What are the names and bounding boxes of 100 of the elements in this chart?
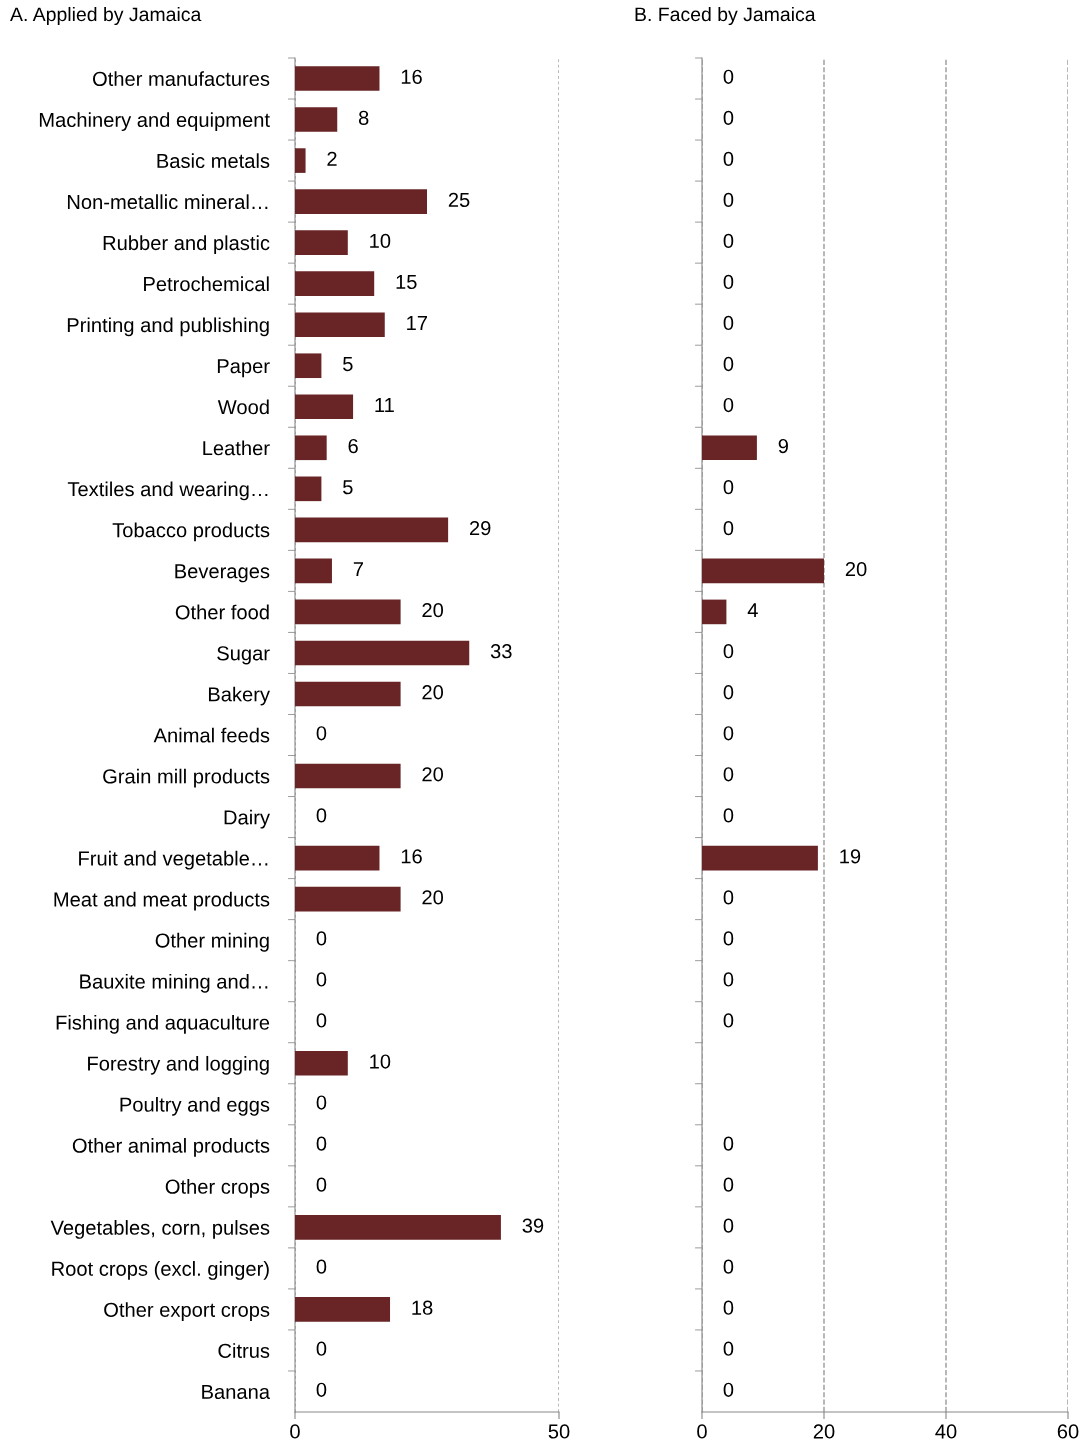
y-tick-label: Rubber and plastic <box>103 235 270 255</box>
bar <box>295 394 354 420</box>
data-label: 16 <box>401 849 422 864</box>
y-tick-label: Fruit and vegetable… <box>79 850 268 870</box>
bar <box>295 476 322 502</box>
y-tick-label: Bakery <box>208 686 270 706</box>
bar <box>295 66 380 91</box>
y-tick-label: Forestry and logging <box>88 1055 269 1075</box>
y-tick-label: Petrochemical <box>144 276 269 292</box>
data-label: 0 <box>723 890 734 905</box>
data-label: 5 <box>343 357 353 372</box>
data-label: 0 <box>723 520 734 536</box>
bar <box>295 681 401 707</box>
data-label: 0 <box>723 726 734 741</box>
x-tick-label: 50 <box>548 1424 570 1439</box>
y-tick-label: Other crops <box>165 1179 270 1198</box>
y-tick-label: Fishing and aquaculture <box>56 1014 270 1034</box>
data-label: 0 <box>316 931 327 946</box>
x-tick-label: 0 <box>697 1424 707 1439</box>
data-label: 0 <box>723 931 734 946</box>
data-label: 20 <box>422 767 444 782</box>
y-tick-label: Leather <box>203 440 270 456</box>
data-label: 0 <box>723 233 734 249</box>
data-label: 0 <box>316 1341 327 1356</box>
data-label: 0 <box>316 808 327 823</box>
bar <box>295 435 327 461</box>
data-label: 0 <box>316 1013 327 1028</box>
data-label: 0 <box>316 1136 327 1151</box>
data-label: 0 <box>723 1300 734 1315</box>
data-label: 4 <box>747 603 758 618</box>
bar <box>295 312 385 338</box>
data-label: 0 <box>723 1218 734 1233</box>
bar <box>295 558 332 584</box>
data-label: 0 <box>316 1259 327 1274</box>
y-tick-label: Basic metals <box>157 153 270 169</box>
data-label: 0 <box>316 972 327 987</box>
bar <box>295 517 449 543</box>
data-label: 0 <box>723 69 734 84</box>
y-tick-label: Other mining <box>155 932 269 952</box>
x-tick-label: 60 <box>1057 1424 1079 1439</box>
bar <box>295 148 306 173</box>
y-tick-label: Sugar <box>217 646 270 665</box>
data-label: 20 <box>422 890 444 905</box>
data-label: 0 <box>316 1177 327 1192</box>
bar <box>702 558 824 584</box>
data-label: 0 <box>723 315 734 331</box>
data-label: 0 <box>723 356 734 372</box>
data-label: 0 <box>723 1013 734 1028</box>
y-tick-label: Banana <box>202 1384 270 1399</box>
y-tick-label: Other export crops <box>104 1302 270 1321</box>
data-label: 33 <box>490 644 512 659</box>
data-label: 20 <box>422 603 444 618</box>
y-tick-label: Paper <box>217 359 270 378</box>
y-tick-label: Grain mill products <box>103 768 270 788</box>
bar <box>295 230 348 255</box>
data-label: 9 <box>778 438 788 454</box>
y-tick-label: Meat and meat products <box>54 891 270 911</box>
chart-title: B. Faced by Jamaica <box>635 6 816 26</box>
x-tick-label: 0 <box>290 1424 300 1439</box>
bar <box>295 763 401 789</box>
data-label: 10 <box>370 1054 391 1069</box>
y-tick-label: Animal feeds <box>153 727 270 743</box>
bar <box>295 845 380 871</box>
data-label: 39 <box>522 1218 544 1233</box>
y-tick-label: Textiles and wearing… <box>67 481 268 501</box>
y-tick-label: Poultry and eggs <box>120 1096 270 1116</box>
data-label: 29 <box>469 520 491 536</box>
data-label: 0 <box>723 808 734 823</box>
data-label: 25 <box>448 192 470 208</box>
data-label: 0 <box>723 1382 734 1397</box>
y-tick-label: Wood <box>217 399 269 415</box>
bar <box>295 271 375 296</box>
data-label: 10 <box>370 233 391 249</box>
data-label: 0 <box>723 192 734 208</box>
bar <box>295 1050 348 1076</box>
y-tick-label: Printing and publishing <box>67 317 269 337</box>
text: A. Applied by Jamaica <box>10 6 202 26</box>
data-label: 0 <box>723 110 734 125</box>
y-tick-label: Other manufactures <box>92 71 270 87</box>
y-tick-label: Root crops (excl. ginger) <box>52 1261 269 1280</box>
data-label: 0 <box>723 151 734 166</box>
y-tick-label: Citrus <box>218 1343 270 1358</box>
data-label: 0 <box>316 1382 327 1397</box>
data-label: 20 <box>845 562 867 577</box>
bar <box>702 845 818 871</box>
y-tick-label: Other food <box>175 604 269 620</box>
data-label: 6 <box>348 438 358 454</box>
data-label: 20 <box>422 685 444 700</box>
data-label: 7 <box>353 562 363 577</box>
data-label: 5 <box>343 480 353 495</box>
bar <box>295 1215 501 1240</box>
data-label: 0 <box>723 1341 734 1356</box>
data-label: 16 <box>401 69 422 84</box>
x-tick-label: 20 <box>813 1424 835 1439</box>
data-label: 19 <box>840 849 861 864</box>
data-label: 0 <box>723 397 734 413</box>
bar <box>295 189 427 214</box>
data-label: 0 <box>723 479 734 495</box>
bar <box>702 599 727 625</box>
data-label: 0 <box>723 1259 734 1274</box>
